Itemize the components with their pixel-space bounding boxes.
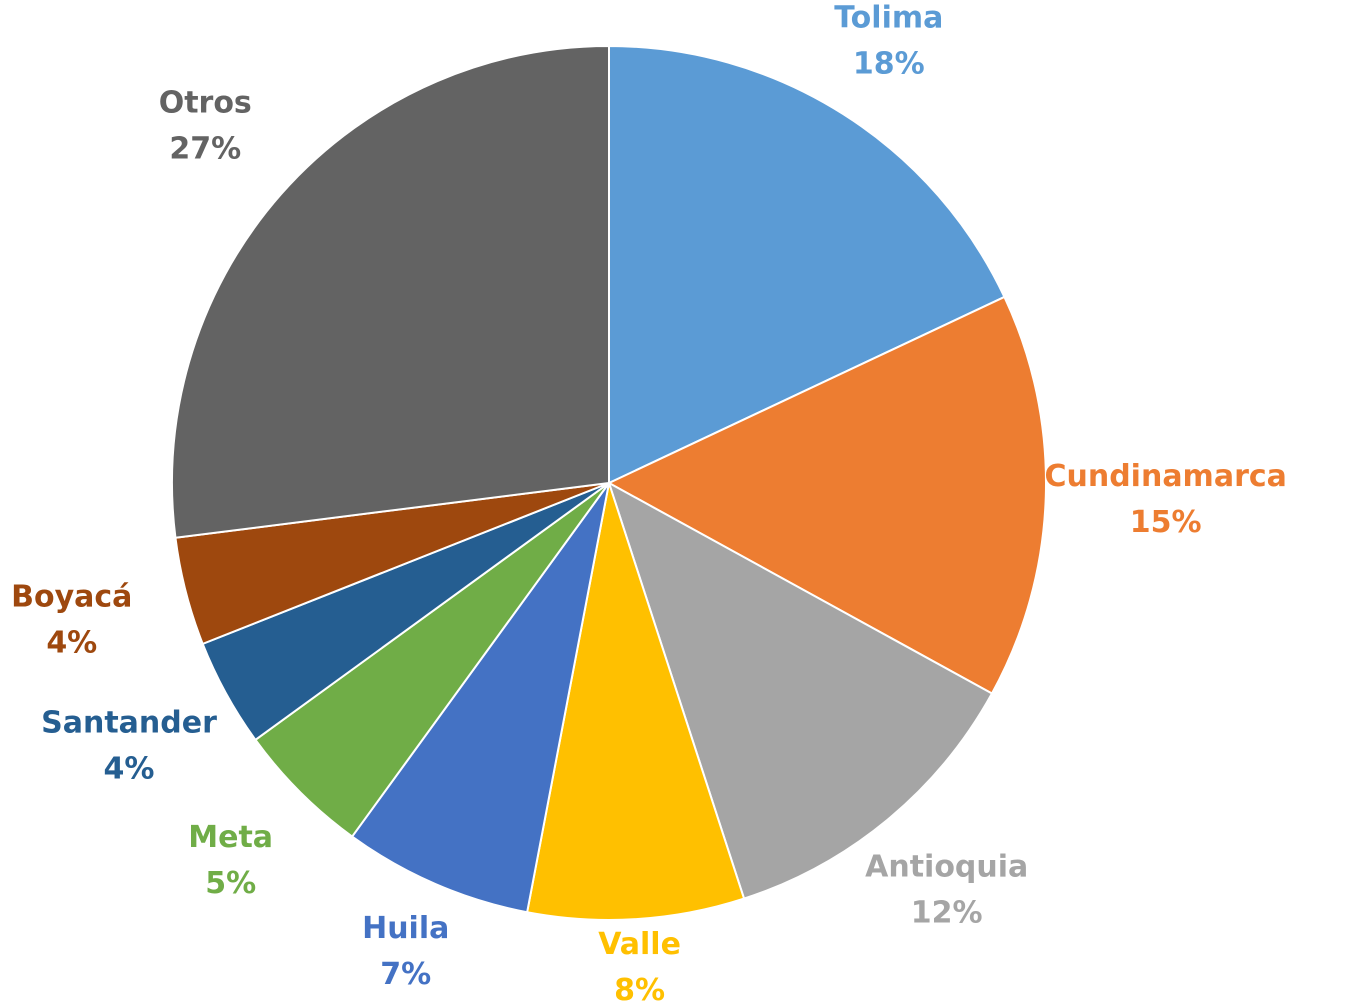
slice-value-label: 18% [853, 47, 925, 82]
slice-value-label: 12% [911, 896, 983, 931]
slice-value-label: 5% [205, 866, 256, 901]
slice-label: Valle [598, 927, 681, 962]
pie-slice [608, 44, 1006, 485]
slice-value-label: 4% [104, 751, 155, 786]
pie-slice [607, 480, 994, 900]
slice-value-label: 8% [614, 973, 665, 1004]
slice-value-label: 7% [380, 957, 431, 992]
slice-label: Tolima [834, 1, 943, 36]
pie-slice [606, 295, 1047, 695]
slice-label: Antioquia [865, 850, 1028, 885]
slice-value-label: 4% [46, 625, 97, 660]
slice-label: Meta [188, 820, 273, 855]
pie-slice [350, 482, 610, 914]
slice-label: Huila [362, 911, 449, 946]
slice-label: Cundinamarca [1044, 459, 1286, 494]
pie-slice [171, 44, 610, 539]
slice-value-label: 27% [169, 132, 241, 167]
slice-label: Santander [41, 705, 217, 740]
slice-label: Boyacá [11, 579, 132, 614]
pie-slice [525, 482, 746, 921]
slice-value-label: 15% [1130, 505, 1202, 540]
slice-label: Otros [159, 86, 252, 121]
